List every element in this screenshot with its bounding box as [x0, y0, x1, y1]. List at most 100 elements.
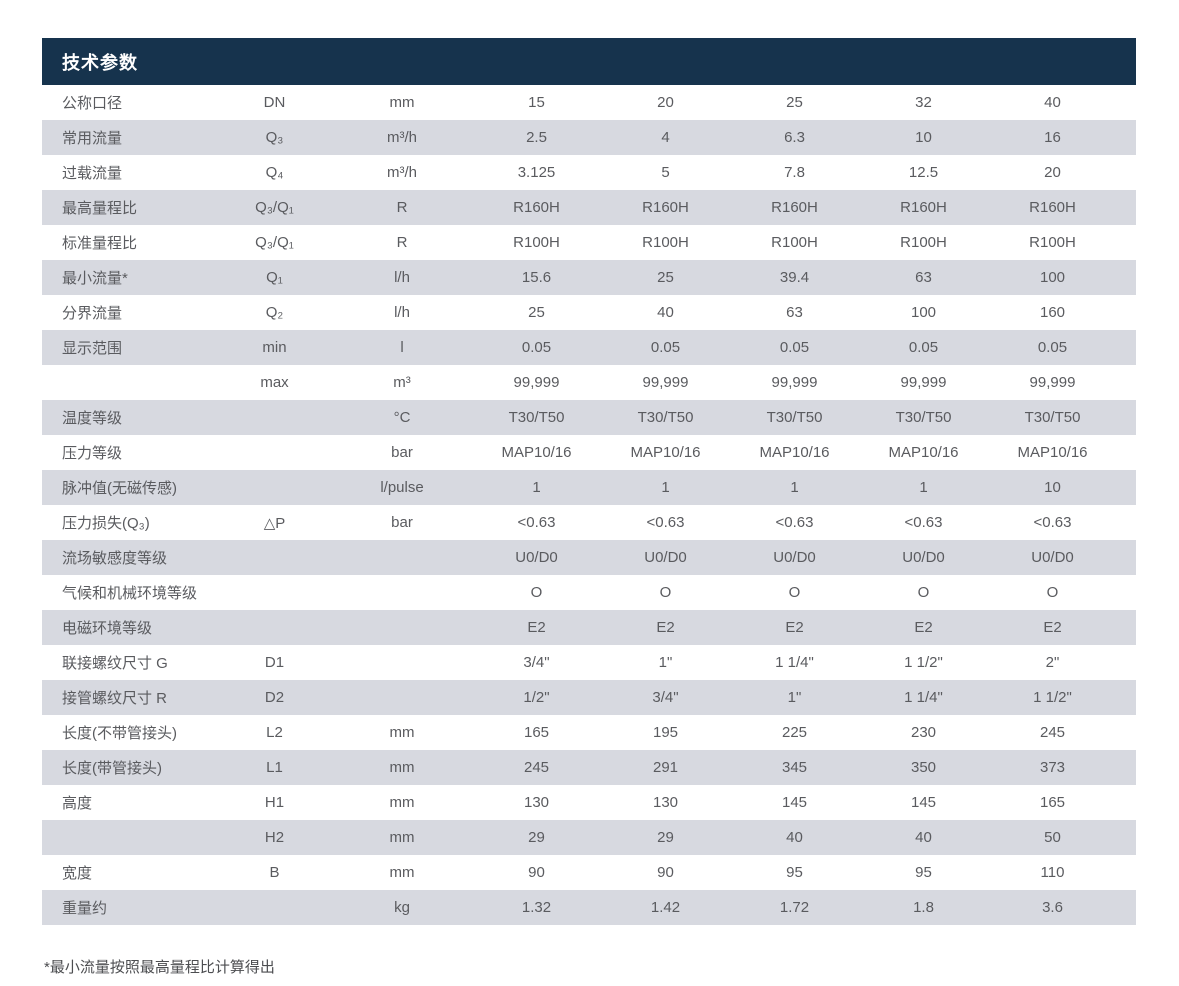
- param-value: 291: [652, 759, 679, 776]
- param-value: E2: [527, 619, 546, 636]
- param-unit: mm: [389, 759, 415, 776]
- param-value: 1: [532, 479, 541, 496]
- param-label: 联接螺纹尺寸 G: [62, 655, 168, 672]
- param-value: R160H: [771, 199, 818, 216]
- table-title: 技术参数: [62, 52, 138, 73]
- param-value: 100: [910, 304, 937, 321]
- param-symbol: [217, 470, 332, 505]
- row-spacer: [1117, 645, 1136, 680]
- param-symbol: △P: [263, 514, 286, 532]
- param-value: 1: [661, 479, 670, 496]
- param-value: 0.05: [908, 339, 939, 356]
- param-value: 3.6: [1042, 899, 1063, 916]
- param-label: 温度等级: [62, 410, 123, 427]
- param-value: 29: [528, 829, 545, 846]
- param-label: 高度: [62, 795, 93, 812]
- param-value: T30/T50: [895, 409, 952, 426]
- param-value: O: [1046, 584, 1059, 601]
- param-label: 长度(带管接头): [62, 760, 162, 777]
- param-label: 显示范围: [62, 340, 123, 357]
- param-value: <0.63: [646, 514, 685, 531]
- param-value: U0/D0: [902, 549, 945, 566]
- param-value: 1 1/2": [1033, 689, 1072, 706]
- row-spacer: [1117, 505, 1136, 540]
- param-value: R100H: [1029, 234, 1076, 251]
- param-value: <0.63: [1033, 514, 1072, 531]
- param-value: 15.6: [521, 269, 552, 286]
- row-spacer: [1117, 120, 1136, 155]
- param-value: 130: [523, 794, 550, 811]
- param-symbol: H2: [264, 829, 285, 846]
- param-symbol: [217, 540, 332, 575]
- param-value: R100H: [513, 234, 560, 251]
- param-value: T30/T50: [766, 409, 823, 426]
- param-value: 20: [657, 94, 674, 111]
- param-value: T30/T50: [508, 409, 565, 426]
- param-unit: mm: [389, 94, 415, 111]
- param-value: U0/D0: [515, 549, 558, 566]
- param-value: 99,999: [642, 374, 689, 391]
- param-unit: l/h: [394, 304, 410, 321]
- param-label: [42, 820, 217, 855]
- param-value: E2: [1043, 619, 1062, 636]
- param-value: 0.05: [779, 339, 810, 356]
- param-value: O: [530, 584, 543, 601]
- param-value: 145: [910, 794, 937, 811]
- table-row: 高度 H1 mm 130 130 145 145 165: [42, 785, 1136, 820]
- param-label: 压力损失(Q₃): [62, 515, 150, 532]
- param-unit: [332, 680, 472, 715]
- param-value: 225: [781, 724, 808, 741]
- param-label: 宽度: [62, 865, 93, 882]
- param-value: 1/2": [523, 689, 550, 706]
- param-value: 230: [910, 724, 937, 741]
- table-row: 温度等级 °C T30/T50 T30/T50 T30/T50 T30/T50 T30/T5…: [42, 400, 1136, 435]
- param-value: R160H: [1029, 199, 1076, 216]
- table-body: 公称口径 DN mm 15 20 25 32 40 常用流量 Q₃ m³/h 2.5 4 6.3 10 16 过…: [42, 85, 1136, 925]
- row-spacer: [1117, 330, 1136, 365]
- param-value: 1: [790, 479, 799, 496]
- param-unit: °C: [393, 409, 411, 426]
- param-value: 5: [661, 164, 670, 181]
- param-value: O: [659, 584, 672, 601]
- param-label: 最高量程比: [62, 200, 138, 217]
- param-label: 压力等级: [62, 445, 123, 462]
- param-label: 常用流量: [62, 130, 123, 147]
- param-symbol: Q₂: [265, 304, 284, 321]
- param-label: 最小流量*: [62, 270, 128, 287]
- param-symbol: B: [269, 864, 280, 881]
- param-value: 130: [652, 794, 679, 811]
- param-value: <0.63: [517, 514, 556, 531]
- param-value: 90: [528, 864, 545, 881]
- param-value: 63: [915, 269, 932, 286]
- param-value: R160H: [642, 199, 689, 216]
- param-value: 1.32: [521, 899, 552, 916]
- table-row: 显示范围 min l 0.05 0.05 0.05 0.05 0.05: [42, 330, 1136, 365]
- row-spacer: [1117, 400, 1136, 435]
- param-symbol: L1: [266, 759, 283, 776]
- param-symbol: Q₄: [265, 164, 284, 181]
- table-row: max m³ 99,999 99,999 99,999 99,999 99,999: [42, 365, 1136, 400]
- param-value: 10: [1044, 479, 1061, 496]
- param-unit: [332, 575, 472, 610]
- param-value: 245: [1039, 724, 1066, 741]
- param-symbol: Q₃/Q₁: [255, 234, 294, 251]
- param-value: E2: [914, 619, 933, 636]
- param-symbol: max: [260, 374, 289, 391]
- footnote: *最小流量按照最高量程比计算得出: [44, 959, 275, 976]
- row-spacer: [1117, 540, 1136, 575]
- param-value: 32: [915, 94, 932, 111]
- param-value: 40: [915, 829, 932, 846]
- param-value: 29: [657, 829, 674, 846]
- param-value: 6.3: [784, 129, 805, 146]
- param-label: [42, 365, 217, 400]
- table-row: 接管螺纹尺寸 R D2 1/2" 3/4" 1" 1 1/4" 1 1/2": [42, 680, 1136, 715]
- param-symbol: D1: [264, 654, 285, 671]
- param-unit: mm: [389, 794, 415, 811]
- param-value: 95: [915, 864, 932, 881]
- param-unit: m³: [393, 374, 411, 391]
- param-symbol: [217, 400, 332, 435]
- param-value: 3.125: [517, 164, 556, 181]
- param-value: O: [788, 584, 801, 601]
- param-value: R100H: [642, 234, 689, 251]
